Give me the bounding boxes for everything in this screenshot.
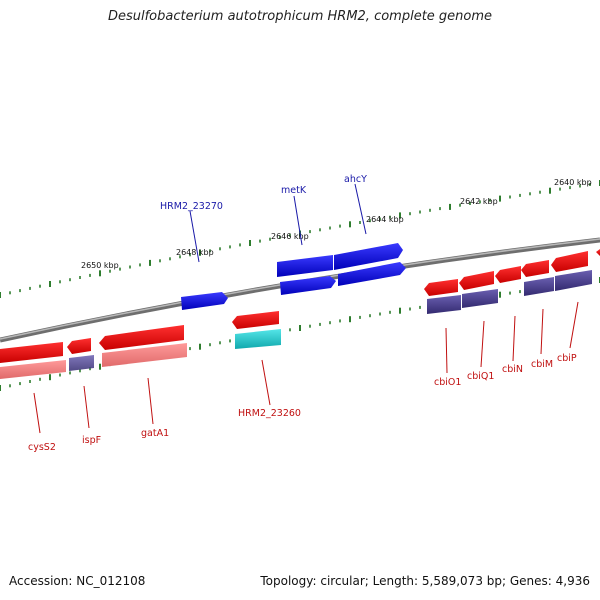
scale-label-2650: 2650 kbp <box>81 261 119 270</box>
outer-tick-ring <box>0 180 600 298</box>
label-cbiq1[interactable]: cbiQ1 <box>467 371 494 382</box>
cog-ispf[interactable] <box>69 355 94 371</box>
scale-label-2640: 2640 kbp <box>554 178 592 187</box>
label-hrm2-23270[interactable]: HRM2_23270 <box>160 201 223 212</box>
gene-forward-cog-1[interactable] <box>280 276 336 295</box>
cog-cbio1[interactable] <box>427 295 461 314</box>
scale-label-2646: 2646 kbp <box>271 232 309 241</box>
gene-metk-feature[interactable] <box>277 255 333 277</box>
accession-text: Accession: NC_012108 <box>9 574 146 588</box>
gene-hrm2-23260-feature[interactable] <box>232 311 279 329</box>
label-cbip[interactable]: cbiP <box>557 353 577 364</box>
gene-cbim-feature[interactable] <box>521 260 549 277</box>
map-title: Desulfobacterium autotrophicum HRM2, com… <box>107 9 493 24</box>
forward-cds-track <box>181 243 406 310</box>
scale-label-2648: 2648 kbp <box>176 248 214 257</box>
leader-cbiq1 <box>480 320 485 368</box>
leader-hrm2-23270 <box>189 210 200 263</box>
leader-ahcy <box>354 183 367 235</box>
label-ahcy[interactable]: ahcY <box>344 174 367 185</box>
leader-cbim <box>540 308 544 355</box>
cog-cbip[interactable] <box>555 270 592 291</box>
cog-track <box>0 270 592 379</box>
cog-cbiq1[interactable] <box>462 289 498 308</box>
gene-edge-feature[interactable] <box>596 249 600 256</box>
label-cbio1[interactable]: cbiO1 <box>434 377 461 388</box>
gene-forward-cog-2[interactable] <box>338 262 406 286</box>
gene-cyss2-feature[interactable] <box>0 342 63 363</box>
reverse-cds-track <box>0 249 600 363</box>
leader-gata1 <box>147 377 154 425</box>
cog-hrm2-23260[interactable] <box>235 329 281 349</box>
leader-cbin <box>512 315 516 362</box>
gene-cbiq1-feature[interactable] <box>459 271 494 290</box>
scale-label-2642: 2642 kbp <box>460 197 498 206</box>
label-hrm2-23260[interactable]: HRM2_23260 <box>238 408 301 419</box>
gene-cbip-feature[interactable] <box>551 251 588 272</box>
label-cbin[interactable]: cbiN <box>502 364 523 375</box>
gene-ispf-feature[interactable] <box>67 338 91 354</box>
gene-cbin-feature[interactable] <box>495 266 521 283</box>
label-metk[interactable]: metK <box>281 185 307 196</box>
cog-cyss2[interactable] <box>0 360 66 379</box>
leader-cbio1 <box>445 327 448 374</box>
scale-label-2644: 2644 kbp <box>366 215 404 224</box>
label-cbim[interactable]: cbiM <box>531 359 553 370</box>
reverse-labels: cysS2 ispF gatA1 HRM2_23260 cbiO1 cbiQ1 … <box>28 301 579 453</box>
leader-cbip <box>569 301 579 349</box>
gene-ahcy-feature[interactable] <box>334 243 403 270</box>
label-ispf[interactable]: ispF <box>82 435 101 446</box>
gene-hrm2-23270-feature[interactable] <box>181 292 228 310</box>
cog-cbim[interactable] <box>524 277 554 296</box>
genome-stats-text: Topology: circular; Length: 5,589,073 bp… <box>260 574 590 588</box>
gene-gata1-feature[interactable] <box>99 325 184 350</box>
label-cyss2[interactable]: cysS2 <box>28 442 56 453</box>
leader-hrm2-23260 <box>261 359 271 406</box>
label-gata1[interactable]: gatA1 <box>141 428 169 439</box>
leader-metk <box>293 195 303 246</box>
leader-ispf <box>83 385 90 429</box>
cog-gata1[interactable] <box>102 343 187 367</box>
forward-labels: HRM2_23270 metK ahcY <box>160 174 367 263</box>
gene-cbio1-feature[interactable] <box>424 279 458 296</box>
leader-cyss2 <box>33 392 41 434</box>
